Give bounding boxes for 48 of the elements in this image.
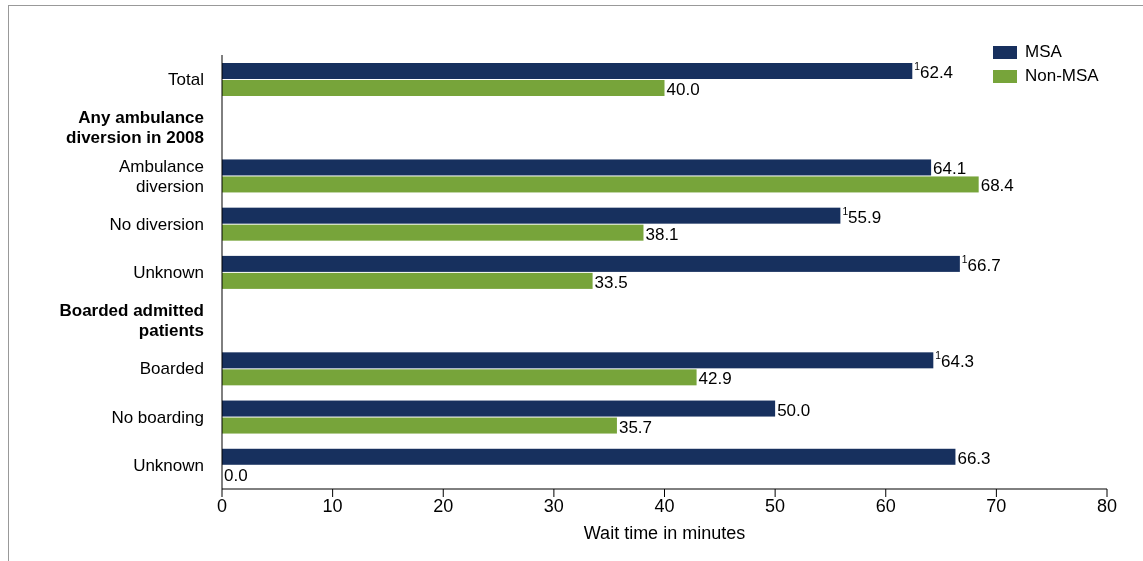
- bar: [222, 352, 934, 369]
- data-label: 42.9: [698, 368, 732, 388]
- x-tick-label: 10: [322, 495, 343, 516]
- x-tick-label: 0: [216, 495, 228, 516]
- x-tick-label: 60: [875, 495, 896, 516]
- data-label: 68.4: [980, 175, 1014, 195]
- data-label: 40.0: [666, 79, 700, 99]
- bar: [222, 207, 841, 224]
- bar: [222, 224, 644, 241]
- y-tick-label: Any ambulance diversion in 2008: [66, 107, 204, 147]
- y-tick-label: Total: [168, 69, 204, 89]
- bar: [222, 272, 593, 289]
- bar: [222, 369, 697, 386]
- x-tick-label: 40: [654, 495, 675, 516]
- x-tick-label: 70: [986, 495, 1007, 516]
- x-tick-label: 50: [765, 495, 786, 516]
- data-label: 64.1: [933, 158, 967, 178]
- x-tick-label: 80: [1096, 495, 1118, 516]
- data-label: 33.5: [594, 272, 628, 292]
- bar: [222, 159, 932, 176]
- legend-label: MSA: [1025, 42, 1062, 62]
- data-label: 38.1: [645, 224, 679, 244]
- data-label: $^{1}$66.7: [961, 253, 1001, 275]
- data-label: $^{1}$62.4: [914, 61, 954, 82]
- bar: [222, 63, 913, 79]
- bar: [222, 176, 979, 193]
- bar: [222, 417, 617, 434]
- bar: [222, 80, 665, 96]
- x-tick-label: 20: [433, 495, 454, 516]
- bar: [222, 255, 960, 272]
- y-tick-label: Ambulance diversion: [118, 156, 204, 196]
- y-tick-label: Unknown: [133, 455, 204, 475]
- data-label: $^{1}$55.9: [842, 205, 882, 227]
- y-tick-label: No boarding: [111, 407, 204, 427]
- data-label: 35.7: [618, 417, 653, 437]
- y-tick-label: No diversion: [109, 214, 204, 234]
- y-tick-label: Unknown: [133, 262, 204, 282]
- y-tick-label: Boarded admitted patients: [59, 300, 204, 340]
- legend-label: Non-MSA: [1025, 66, 1099, 86]
- bar: [222, 400, 776, 417]
- bar: [222, 448, 956, 465]
- y-tick-label: Boarded: [139, 358, 204, 378]
- x-tick-label: 30: [543, 495, 564, 516]
- data-label: 50.0: [777, 400, 811, 420]
- x-axis-title: Wait time in minutes: [583, 523, 746, 543]
- data-label: 0.0: [224, 465, 248, 485]
- data-label: 66.3: [957, 448, 991, 468]
- data-label: $^{1}$64.3: [935, 350, 975, 371]
